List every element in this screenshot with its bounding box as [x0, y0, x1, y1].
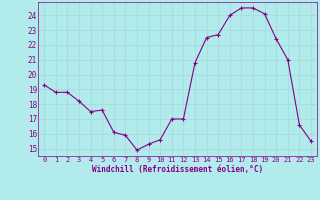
X-axis label: Windchill (Refroidissement éolien,°C): Windchill (Refroidissement éolien,°C): [92, 165, 263, 174]
